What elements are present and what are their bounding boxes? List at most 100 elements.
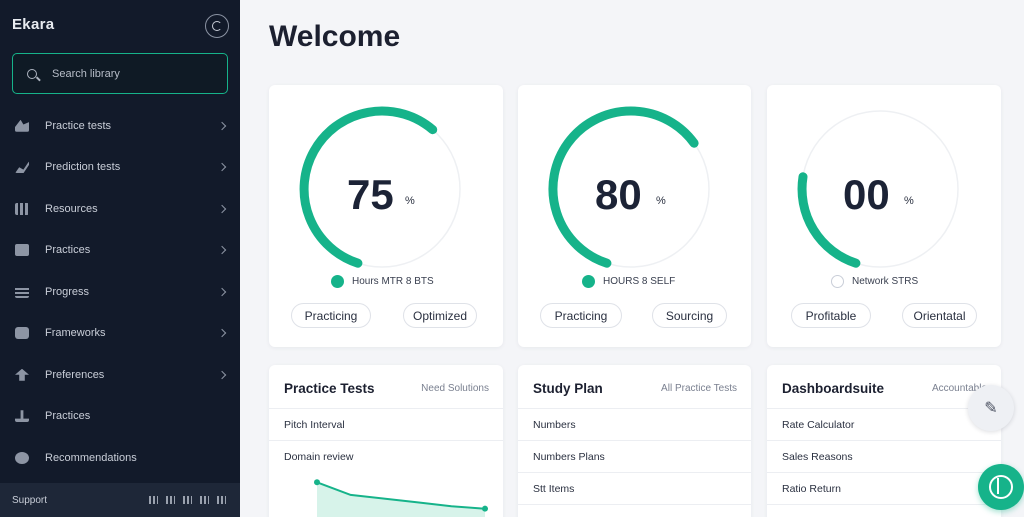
chevron-right-icon <box>217 287 227 296</box>
list-item[interactable]: Numbers Plans <box>518 441 751 473</box>
chevron-right-icon <box>217 163 227 172</box>
sidebar-item-5[interactable]: Frameworks <box>0 313 240 355</box>
grid-icon <box>15 327 29 340</box>
sidebar-item-0[interactable]: Practice tests <box>0 105 240 147</box>
list-card-practice-tests: Practice Tests Need Solutions Pitch Inte… <box>269 365 503 517</box>
list-item[interactable]: Ratio Return <box>767 473 1001 505</box>
gauge-right-button[interactable]: Sourcing <box>652 303 727 328</box>
gauge-ring-1 <box>548 106 710 268</box>
list-meta-link[interactable]: Accountable <box>931 383 987 394</box>
sidebar-item-label: Practices <box>45 410 91 423</box>
list-meta-link[interactable]: Need Solutions <box>421 383 489 394</box>
sidebar-footer: Support <box>0 483 240 517</box>
footer-action-icon[interactable] <box>149 496 158 504</box>
gauge-right-button[interactable]: Optimized <box>403 303 477 328</box>
gauge-card-2: 00 % Network STRS Profitable Orientatal <box>767 85 1001 347</box>
chart-line <box>316 481 486 510</box>
chart-point <box>482 505 488 512</box>
list-item[interactable]: Rate Calculator <box>767 409 1001 441</box>
gauge-left-button[interactable]: Practicing <box>291 303 371 328</box>
footer-actions <box>149 496 226 504</box>
footer-label: Support <box>12 494 48 506</box>
list-header: Study Plan All Practice Tests <box>518 365 751 409</box>
sidebar-item-label: Frameworks <box>45 327 106 340</box>
list-item[interactable]: Domain review <box>284 451 354 463</box>
sidebar-item-3[interactable]: Practices <box>0 230 240 272</box>
footer-action-icon[interactable] <box>183 496 192 504</box>
list-header: Dashboardsuite Accountable <box>767 365 1001 409</box>
sidebar-item-7[interactable]: Practices <box>0 396 240 438</box>
gauge-left-button[interactable]: Profitable <box>791 303 871 328</box>
search-box[interactable] <box>12 53 228 94</box>
gauge-ring-0 <box>299 106 461 268</box>
chevron-right-icon <box>217 329 227 338</box>
sidebar-nav: Practice tests Prediction tests Resource… <box>0 105 240 479</box>
sidebar-item-label: Practices <box>45 244 91 257</box>
chart-area <box>317 482 485 517</box>
footer-action-icon[interactable] <box>200 496 209 504</box>
bars-icon <box>15 202 29 215</box>
list-card-dashboard: Dashboardsuite Accountable Rate Calculat… <box>767 365 1001 517</box>
legend-label: HOURS 8 SELF <box>603 276 676 287</box>
chart-point <box>314 479 320 486</box>
gauge-unit: % <box>904 195 914 207</box>
gauge-legend: Hours MTR 8 BTS <box>331 275 434 288</box>
search-input[interactable] <box>52 67 202 80</box>
gauge-value: 00 <box>843 171 890 218</box>
sidebar-item-1[interactable]: Prediction tests <box>0 147 240 189</box>
footer-action-icon[interactable] <box>217 496 226 504</box>
gauge-legend: HOURS 8 SELF <box>582 275 675 288</box>
sidebar: Ekara Practice tests Prediction tests Re… <box>0 0 240 517</box>
legend-dot-icon <box>831 275 844 288</box>
sidebar-item-label: Practice tests <box>45 119 112 132</box>
sidebar-item-label: Resources <box>45 202 98 215</box>
gauge-value: 75 <box>347 171 394 218</box>
list-card-study-plan: Study Plan All Practice Tests Numbers Nu… <box>518 365 751 517</box>
legend-label: Hours MTR 8 BTS <box>352 276 434 287</box>
sync-icon[interactable] <box>205 14 229 38</box>
sidebar-item-label: Progress <box>45 285 90 298</box>
search-icon <box>27 68 37 79</box>
trend-chart <box>314 479 488 517</box>
sidebar-item-4[interactable]: Progress <box>0 271 240 313</box>
gauge-card-0: 75 % Hours MTR 8 BTS Practicing Optimize… <box>269 85 503 347</box>
list-title: Study Plan <box>533 381 603 396</box>
chevron-right-icon <box>217 121 227 130</box>
brand-logo: Ekara <box>12 16 55 33</box>
list-item[interactable]: Sales Reasons <box>767 441 1001 473</box>
list-icon <box>15 285 29 298</box>
chevron-right-icon <box>217 246 227 255</box>
gauge-value: 80 <box>595 171 642 218</box>
gauge-unit: % <box>656 195 666 207</box>
list-item[interactable]: Pitch Interval <box>269 409 503 441</box>
gauge-card-1: 80 % HOURS 8 SELF Practicing Sourcing <box>518 85 751 347</box>
gauge-right-button[interactable]: Orientatal <box>902 303 977 328</box>
chart-icon <box>15 119 29 132</box>
sidebar-item-label: Prediction tests <box>45 161 121 174</box>
add-button[interactable] <box>978 464 1024 510</box>
list-title: Dashboardsuite <box>782 381 885 396</box>
list-item[interactable]: Numbers <box>518 409 751 441</box>
list-meta-link[interactable]: All Practice Tests <box>661 383 737 394</box>
sidebar-item-label: Recommendations <box>45 451 137 464</box>
sidebar-item-8[interactable]: Recommendations <box>0 437 240 479</box>
edit-icon[interactable]: ✎ <box>968 385 1014 431</box>
footer-action-icon[interactable] <box>166 496 175 504</box>
legend-dot-icon <box>331 275 344 288</box>
gauge-legend: Network STRS <box>831 275 918 288</box>
gauge-ring-2 <box>797 110 959 268</box>
folder-icon <box>15 244 29 257</box>
sidebar-item-2[interactable]: Resources <box>0 188 240 230</box>
trend-icon <box>15 161 29 174</box>
list-title: Practice Tests <box>284 381 375 396</box>
sidebar-item-6[interactable]: Preferences <box>0 354 240 396</box>
gauge-left-button[interactable]: Practicing <box>540 303 622 328</box>
page-title: Welcome <box>269 20 401 53</box>
legend-dot-icon <box>582 275 595 288</box>
list-header: Practice Tests Need Solutions <box>269 365 503 409</box>
sliders-icon <box>15 368 29 381</box>
list-item[interactable]: Stt Items <box>518 473 751 505</box>
badge-icon <box>15 451 29 464</box>
upload-icon <box>15 410 29 423</box>
sidebar-item-label: Preferences <box>45 368 105 381</box>
